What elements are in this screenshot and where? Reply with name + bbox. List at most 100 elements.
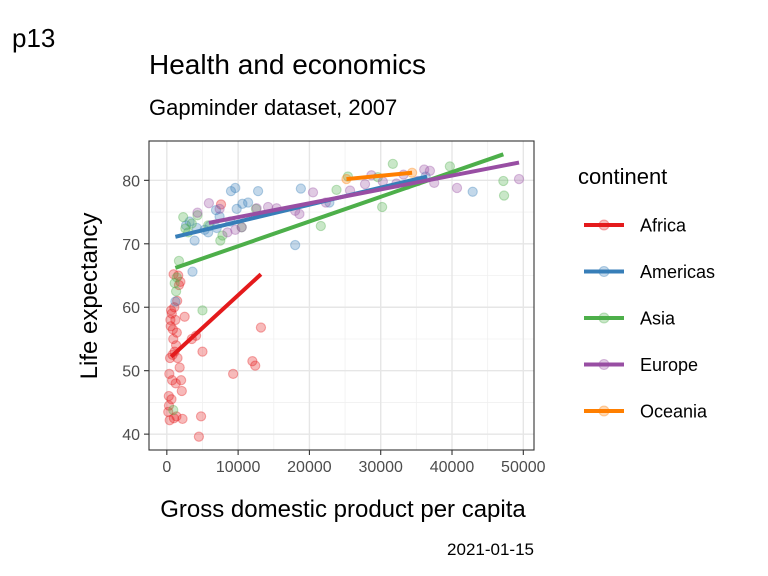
point-asia — [168, 404, 179, 416]
point-americas — [189, 235, 200, 246]
point-europe — [222, 227, 233, 238]
point-americas — [170, 296, 181, 307]
chart-title: Health and economics — [149, 49, 426, 80]
point-europe — [230, 224, 241, 235]
y-axis-title: Life expectancy — [76, 213, 103, 380]
point-africa — [171, 411, 182, 422]
point-africa — [165, 321, 176, 332]
point-africa — [173, 279, 185, 291]
legend-key-point-oceania — [598, 405, 610, 417]
point-asia — [169, 277, 180, 289]
point-asia — [192, 210, 203, 221]
point-asia — [331, 184, 342, 196]
legend-key-point-africa — [598, 219, 610, 231]
legend-label-americas: Americas — [640, 262, 715, 282]
point-africa — [175, 276, 186, 288]
point-americas — [237, 198, 248, 209]
point-africa — [166, 394, 177, 405]
x-tick-label: 0 — [162, 459, 171, 476]
point-africa — [177, 413, 188, 425]
x-tick-label: 50000 — [501, 459, 546, 476]
x-tick-label: 40000 — [430, 459, 475, 476]
point-africa — [170, 314, 181, 326]
trend-line-africa — [169, 272, 263, 359]
point-africa — [227, 368, 239, 380]
point-africa — [165, 305, 177, 316]
x-tick-label: 30000 — [358, 459, 403, 476]
point-americas — [225, 185, 237, 197]
point-africa — [168, 269, 179, 280]
point-africa — [172, 295, 183, 307]
point-americas — [187, 266, 198, 277]
panel-border — [148, 140, 535, 451]
y-tick-label: 80 — [122, 173, 140, 190]
point-africa — [250, 360, 261, 371]
point-africa — [174, 362, 185, 373]
point-africa — [170, 378, 181, 389]
legend-key-point-asia — [598, 312, 610, 324]
caption-date: 2021-01-15 — [447, 540, 534, 559]
y-axis: 40 50 60 70 80 — [122, 173, 149, 444]
point-africa — [193, 431, 205, 442]
point-europe — [294, 208, 305, 220]
x-tick-label: 20000 — [287, 459, 332, 476]
point-europe — [192, 207, 203, 218]
x-axis: 0 10000 20000 30000 40000 50000 — [162, 450, 546, 476]
figure-tag: p13 — [12, 23, 55, 53]
point-americas — [290, 239, 301, 251]
point-americas — [230, 182, 241, 194]
point-africa — [215, 199, 227, 210]
point-africa — [175, 375, 187, 386]
point-asia — [444, 161, 456, 172]
point-americas — [295, 183, 307, 194]
point-africa — [166, 308, 177, 319]
point-asia — [215, 235, 226, 246]
legend-label-asia: Asia — [640, 309, 676, 329]
point-africa — [163, 406, 174, 418]
point-americas — [467, 186, 478, 197]
point-europe — [419, 164, 430, 175]
point-americas — [184, 216, 195, 227]
point-africa — [173, 270, 184, 281]
point-europe — [359, 178, 371, 190]
point-africa — [165, 314, 176, 326]
point-asia — [217, 230, 228, 241]
point-africa — [167, 324, 179, 335]
legend-key-point-europe — [598, 358, 610, 371]
y-tick-label: 60 — [122, 300, 140, 317]
legend-label-oceania: Oceania — [640, 402, 708, 422]
legend-title: continent — [578, 164, 667, 189]
point-asia — [387, 158, 398, 169]
trend-lines — [169, 152, 520, 359]
point-asia — [197, 305, 208, 316]
point-asia — [186, 218, 197, 229]
trend-line-asia — [174, 152, 504, 270]
point-americas — [180, 220, 192, 231]
point-africa — [163, 390, 174, 402]
y-tick-label: 40 — [122, 427, 140, 444]
point-europe — [451, 182, 463, 194]
trend-line-europe — [208, 160, 520, 225]
point-asia — [498, 190, 510, 201]
legend-label-africa: Africa — [640, 216, 687, 236]
point-africa — [247, 356, 258, 367]
legend-label-europe: Europe — [640, 355, 698, 375]
point-asia — [178, 211, 189, 223]
point-americas — [231, 203, 242, 215]
trend-line-oceania — [346, 170, 413, 182]
legend: Africa Americas Asia Europe Oceania — [584, 216, 715, 422]
minor-gridlines — [149, 141, 534, 450]
point-europe — [203, 198, 215, 209]
point-africa — [164, 415, 175, 426]
point-europe — [513, 173, 525, 185]
y-tick-label: 70 — [122, 237, 140, 254]
y-tick-label: 50 — [122, 364, 140, 381]
point-africa — [164, 368, 175, 380]
point-europe — [214, 203, 225, 215]
point-asia — [315, 220, 326, 232]
point-africa — [176, 385, 187, 397]
point-americas — [252, 185, 264, 197]
point-africa — [168, 413, 180, 424]
point-europe — [236, 222, 247, 233]
